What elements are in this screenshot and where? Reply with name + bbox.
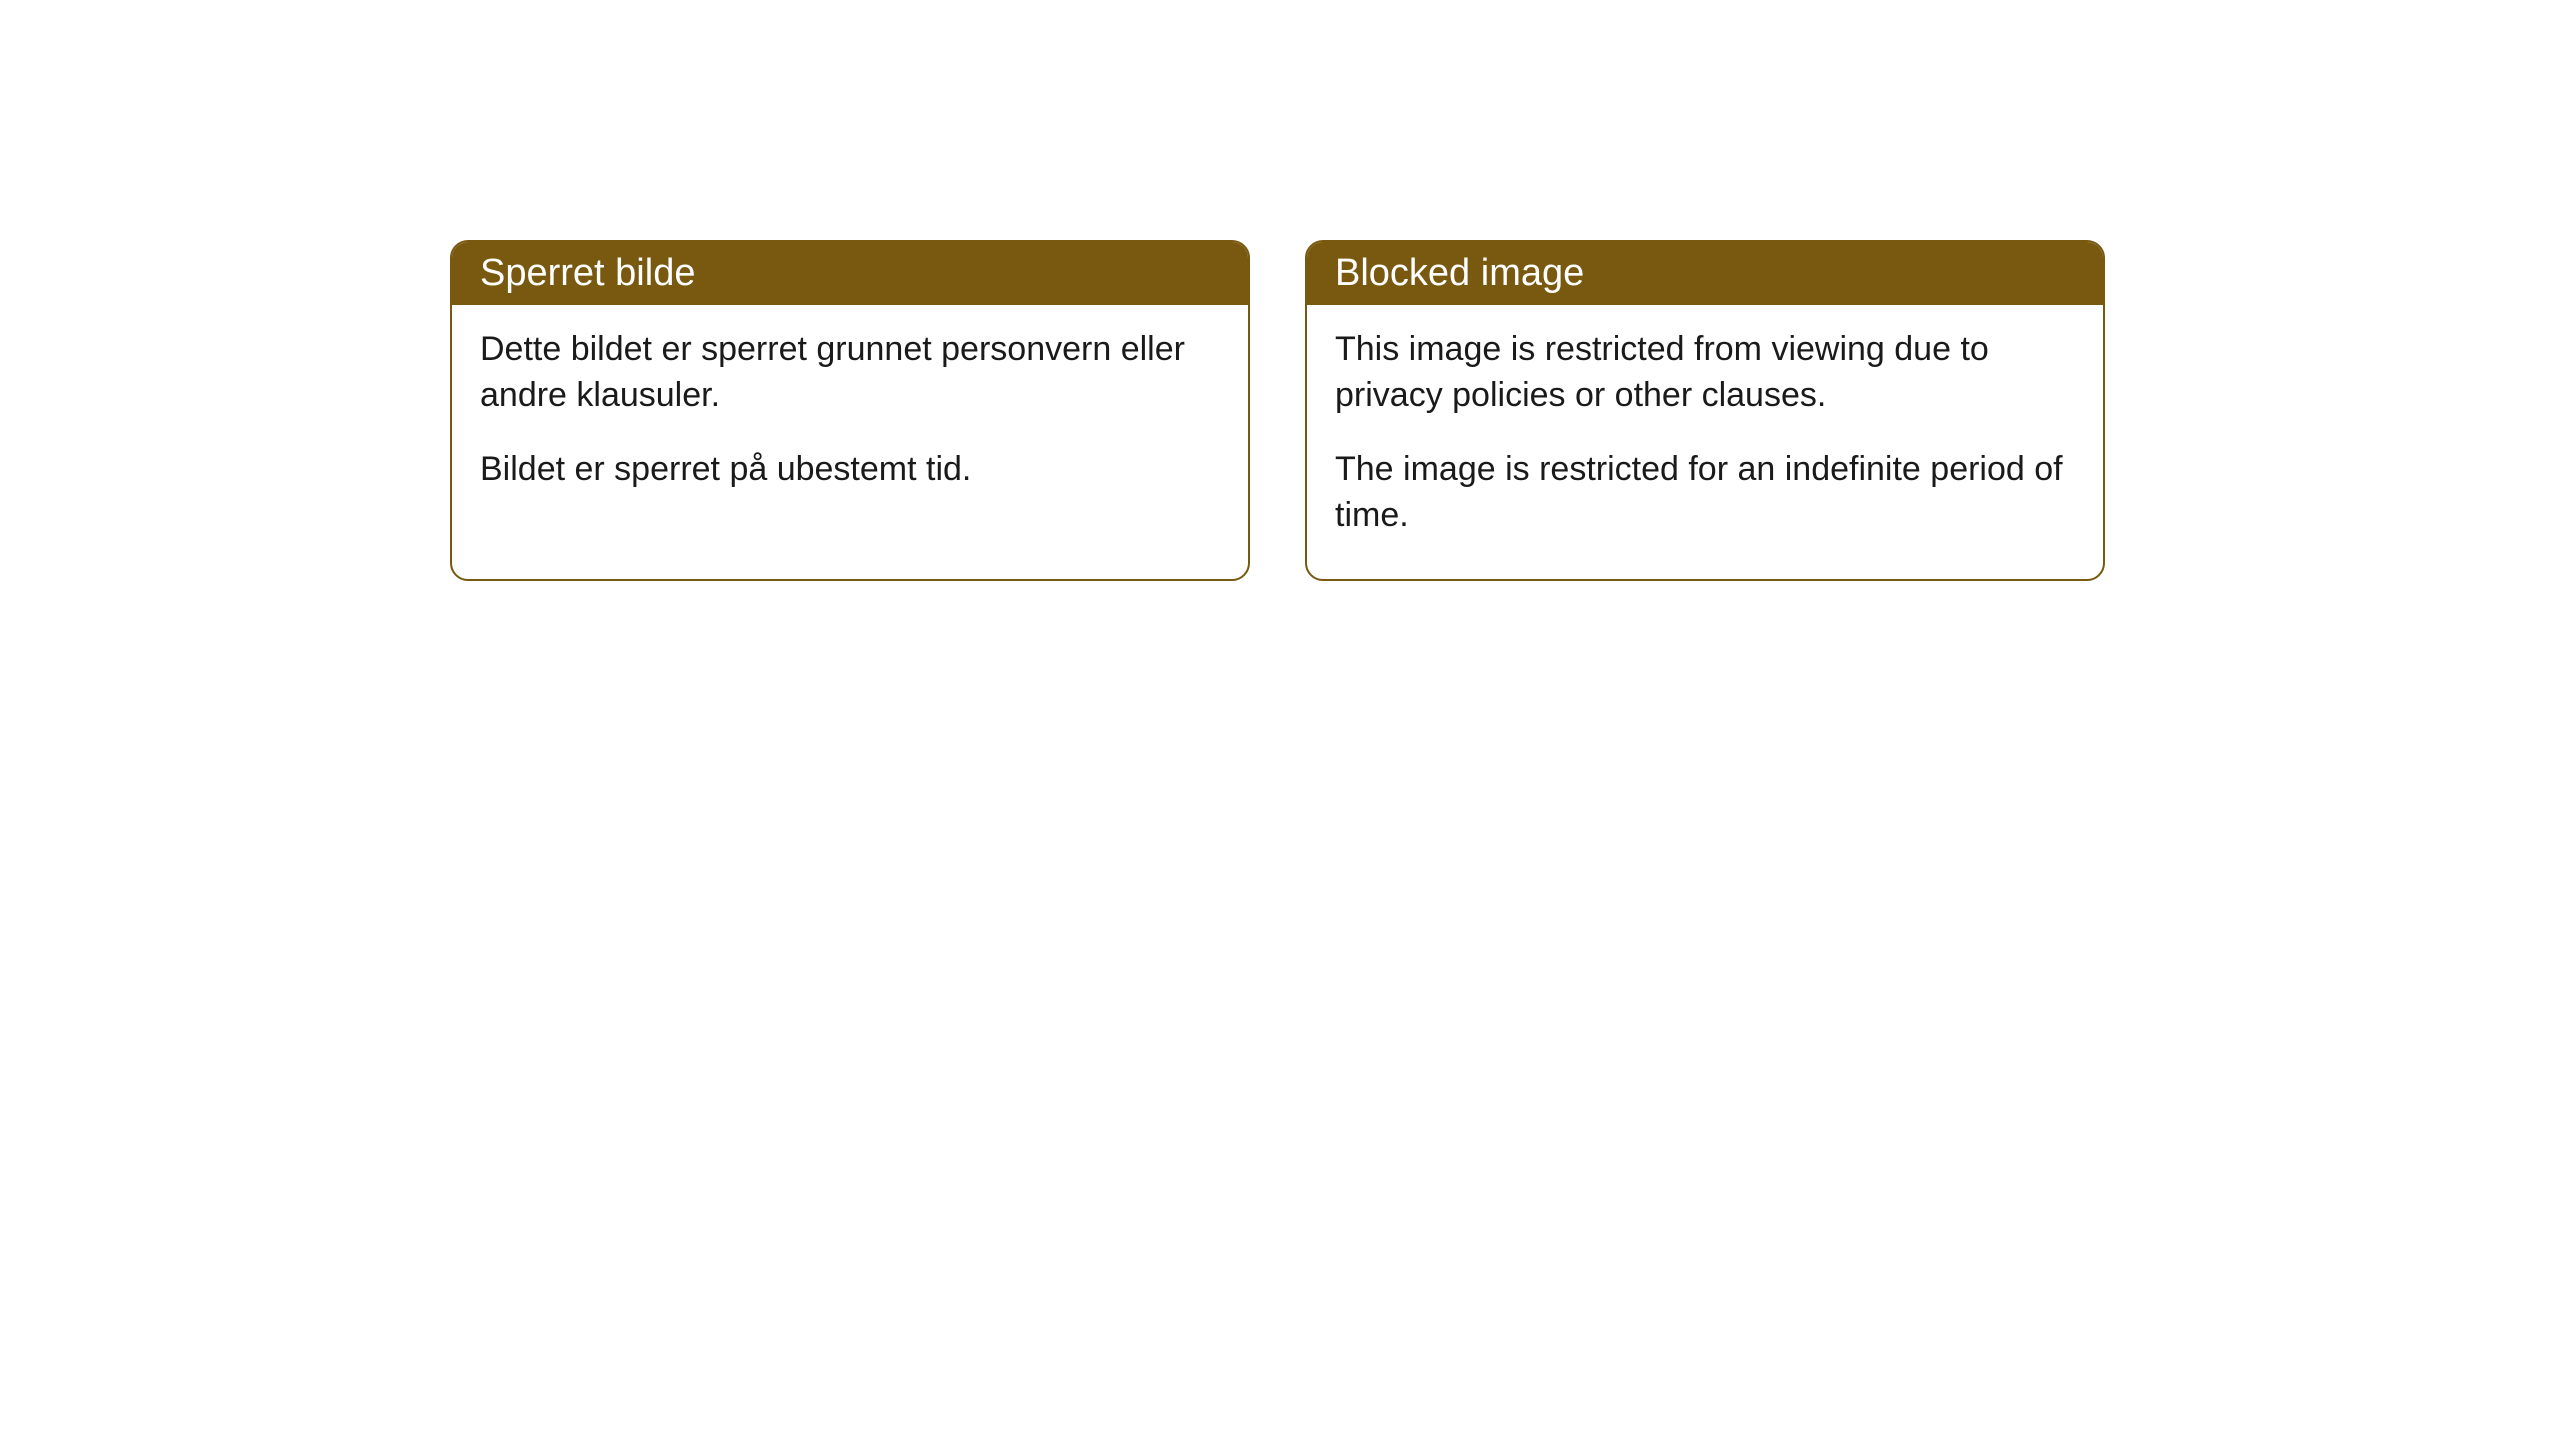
notice-card-norwegian: Sperret bilde Dette bildet er sperret gr… (450, 240, 1250, 581)
card-body: Dette bildet er sperret grunnet personve… (452, 305, 1248, 533)
card-body: This image is restricted from viewing du… (1307, 305, 2103, 579)
notice-cards-container: Sperret bilde Dette bildet er sperret gr… (450, 240, 2560, 581)
card-paragraph: The image is restricted for an indefinit… (1335, 447, 2075, 539)
card-title: Blocked image (1335, 252, 1584, 294)
card-header: Sperret bilde (452, 242, 1248, 305)
notice-card-english: Blocked image This image is restricted f… (1305, 240, 2105, 581)
card-header: Blocked image (1307, 242, 2103, 305)
card-paragraph: Dette bildet er sperret grunnet personve… (480, 327, 1220, 419)
card-title: Sperret bilde (480, 252, 695, 294)
card-paragraph: This image is restricted from viewing du… (1335, 327, 2075, 419)
card-paragraph: Bildet er sperret på ubestemt tid. (480, 447, 1220, 493)
